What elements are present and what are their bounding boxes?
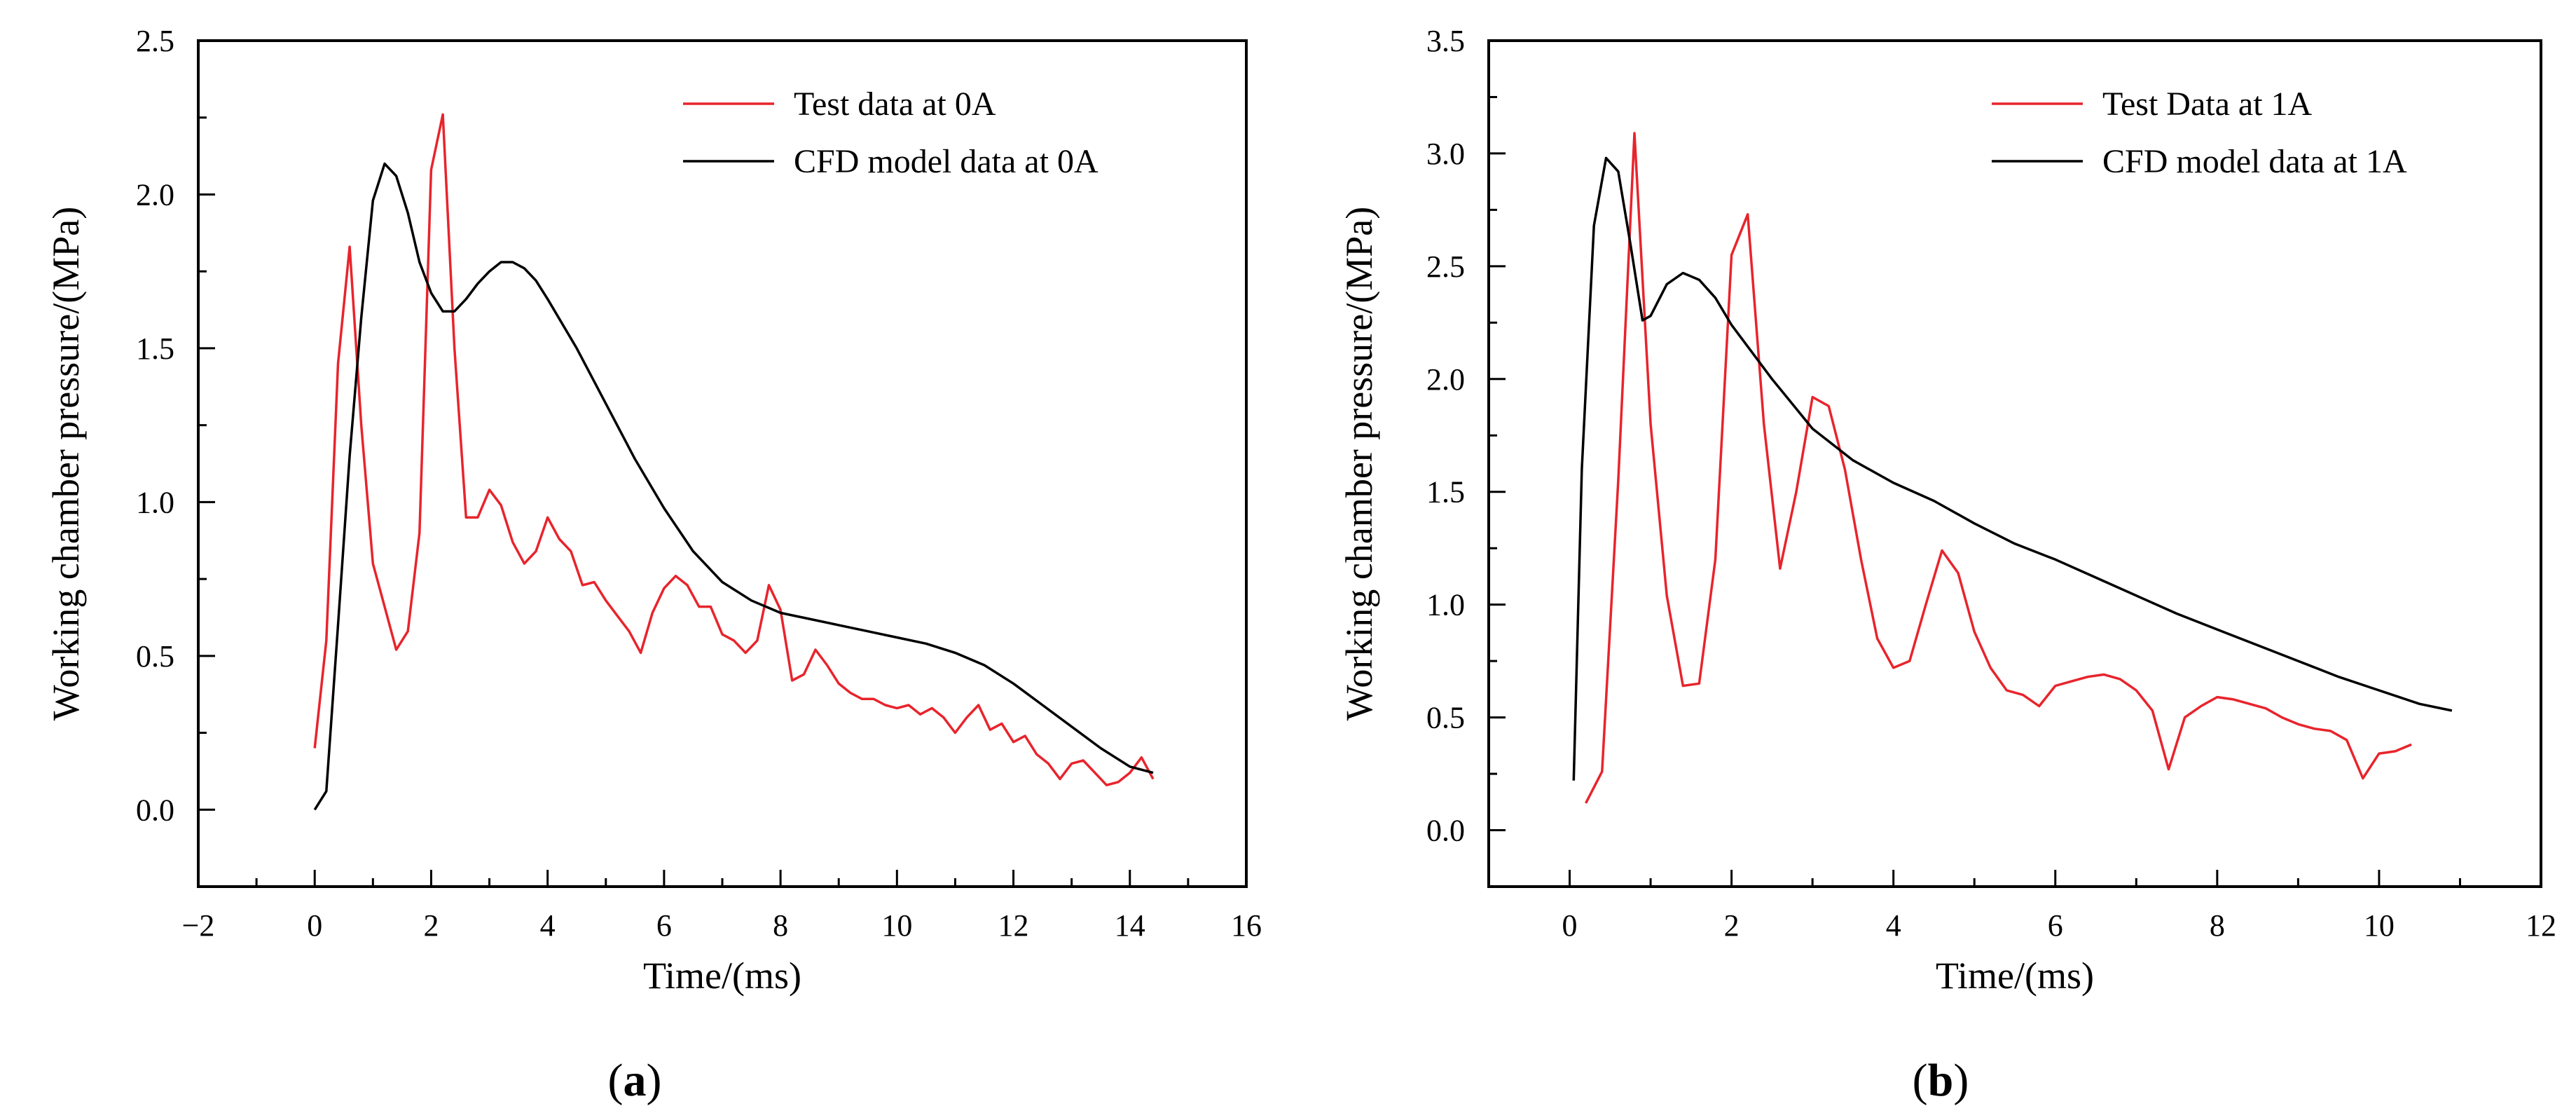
- y-axis-label: Working chamber pressure/(MPa): [1338, 207, 1380, 721]
- legend-label: Test data at 0A: [794, 86, 996, 123]
- x-tick-label: 10: [2364, 908, 2395, 943]
- x-tick-label: 12: [2526, 908, 2556, 943]
- x-tick-label: 8: [773, 908, 788, 943]
- x-tick-label: 2: [1724, 908, 1740, 943]
- x-axis-label: Time/(ms): [643, 955, 801, 997]
- y-tick-label: 1.0: [1426, 588, 1465, 622]
- legend-label: Test Data at 1A: [2102, 86, 2313, 123]
- y-tick-label: 1.0: [136, 485, 174, 519]
- x-tick-label: 10: [881, 908, 912, 943]
- panel-label: (a): [608, 1055, 662, 1106]
- series-line-test: [1585, 132, 2412, 804]
- y-tick-label: 2.0: [136, 177, 174, 212]
- plot-frame: [1487, 39, 2542, 888]
- x-tick-label: 4: [1886, 908, 1901, 943]
- y-tick-label: 0.5: [1426, 701, 1465, 735]
- panel-letter: a: [624, 1055, 647, 1106]
- x-tick-label: −2: [182, 908, 215, 943]
- x-tick-label: 12: [998, 908, 1029, 943]
- y-tick-label: 0.5: [136, 639, 174, 674]
- x-tick-label: 8: [2210, 908, 2225, 943]
- panel-letter: b: [1928, 1055, 1954, 1106]
- x-tick-label: 6: [656, 908, 672, 943]
- y-tick-label: 2.0: [1426, 362, 1465, 397]
- x-tick-label: 0: [1562, 908, 1578, 943]
- y-tick-label: 2.5: [1426, 250, 1465, 284]
- y-tick-label: 3.5: [1426, 24, 1465, 58]
- legend-label: CFD model data at 1A: [2102, 143, 2407, 180]
- y-axis-label: Working chamber pressure/(MPa): [45, 207, 87, 721]
- panel-label: (b): [1913, 1055, 1969, 1106]
- legend-label: CFD model data at 0A: [794, 143, 1098, 180]
- series-line-cfd: [1572, 156, 2453, 781]
- x-tick-label: 0: [307, 908, 322, 943]
- y-tick-label: 0.0: [1426, 814, 1465, 848]
- x-tick-label: 6: [2048, 908, 2063, 943]
- series-line-cfd: [313, 162, 1154, 811]
- y-tick-label: 0.0: [136, 793, 174, 827]
- chart-panel-b: 0 2 4 6 8 10 12 0.0 0.5 1.0 1.5 2.0 2.5 3.0 3.5 Time/(m…: [1338, 24, 2556, 1106]
- x-tick-label: 14: [1115, 908, 1145, 943]
- x-axis-label: Time/(ms): [1936, 955, 2094, 997]
- y-tick-label: 1.5: [1426, 475, 1465, 510]
- y-tick-label: 2.5: [136, 24, 174, 58]
- series-line-test: [313, 113, 1155, 786]
- chart-panel-a: −2 0 2 4 6 8 10 12 14 16 0.0 0.5 1.0 1.5 2.0 2.5 Time/(m…: [45, 24, 1262, 1106]
- y-tick-label: 3.0: [1426, 137, 1465, 171]
- y-tick-label: 1.5: [136, 332, 174, 366]
- x-tick-label: 4: [540, 908, 556, 943]
- x-tick-label: 2: [423, 908, 439, 943]
- x-tick-label: 16: [1231, 908, 1262, 943]
